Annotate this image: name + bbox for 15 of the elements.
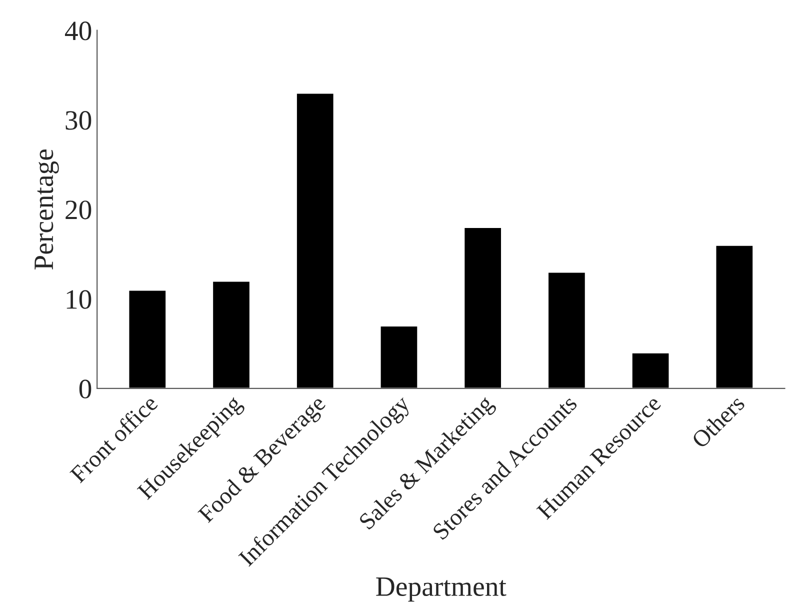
y-tick-label: 20 [66, 200, 92, 220]
bar [714, 244, 754, 388]
y-tick-label: 30 [66, 111, 92, 130]
bar [379, 325, 419, 388]
bar [296, 92, 335, 388]
bar [463, 226, 502, 388]
bar [547, 271, 586, 388]
bar [630, 352, 670, 388]
x-axis-title: Department [376, 578, 506, 602]
y-tick-label: 40 [64, 22, 92, 40]
bar [128, 289, 167, 388]
y-axis-title: Percentage [34, 149, 59, 270]
bar [212, 280, 251, 388]
y-tick-label: 10 [66, 290, 92, 309]
y-tick-label: 0 [79, 380, 92, 398]
